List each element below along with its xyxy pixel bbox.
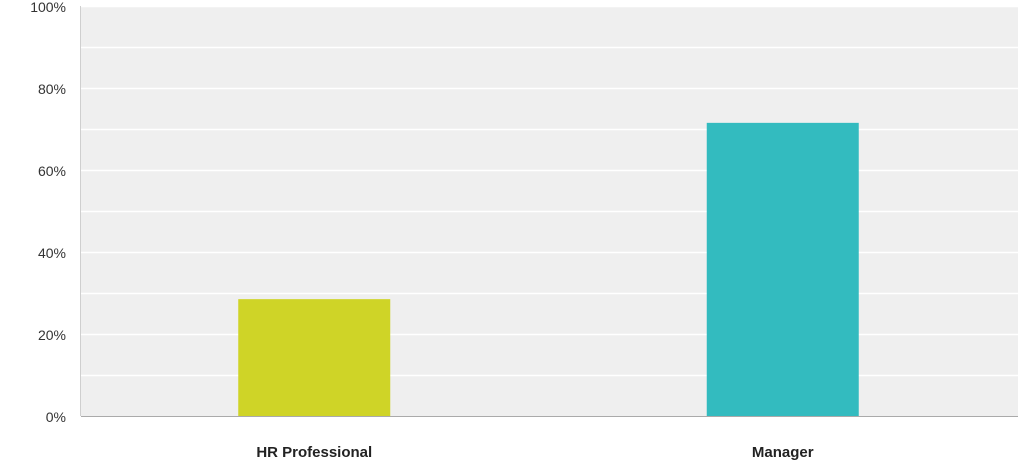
bar-hr-professional xyxy=(238,299,391,416)
x-tick-label: Manager xyxy=(752,444,814,461)
bars xyxy=(238,122,859,416)
bar-manager xyxy=(706,122,859,416)
gridlines xyxy=(81,5,1018,377)
y-tick-label: 80% xyxy=(38,81,66,97)
y-tick-label: 60% xyxy=(38,163,66,179)
y-tick-label: 0% xyxy=(46,409,66,425)
y-axis-ticks: 0% 20% 40% 60% 80% 100% xyxy=(30,0,66,425)
y-tick-label: 100% xyxy=(30,0,66,15)
x-tick-label: HR Professional xyxy=(256,444,372,461)
y-tick-label: 20% xyxy=(38,327,66,343)
x-axis-ticks: HR Professional Manager xyxy=(256,444,813,461)
y-tick-label: 40% xyxy=(38,245,66,261)
